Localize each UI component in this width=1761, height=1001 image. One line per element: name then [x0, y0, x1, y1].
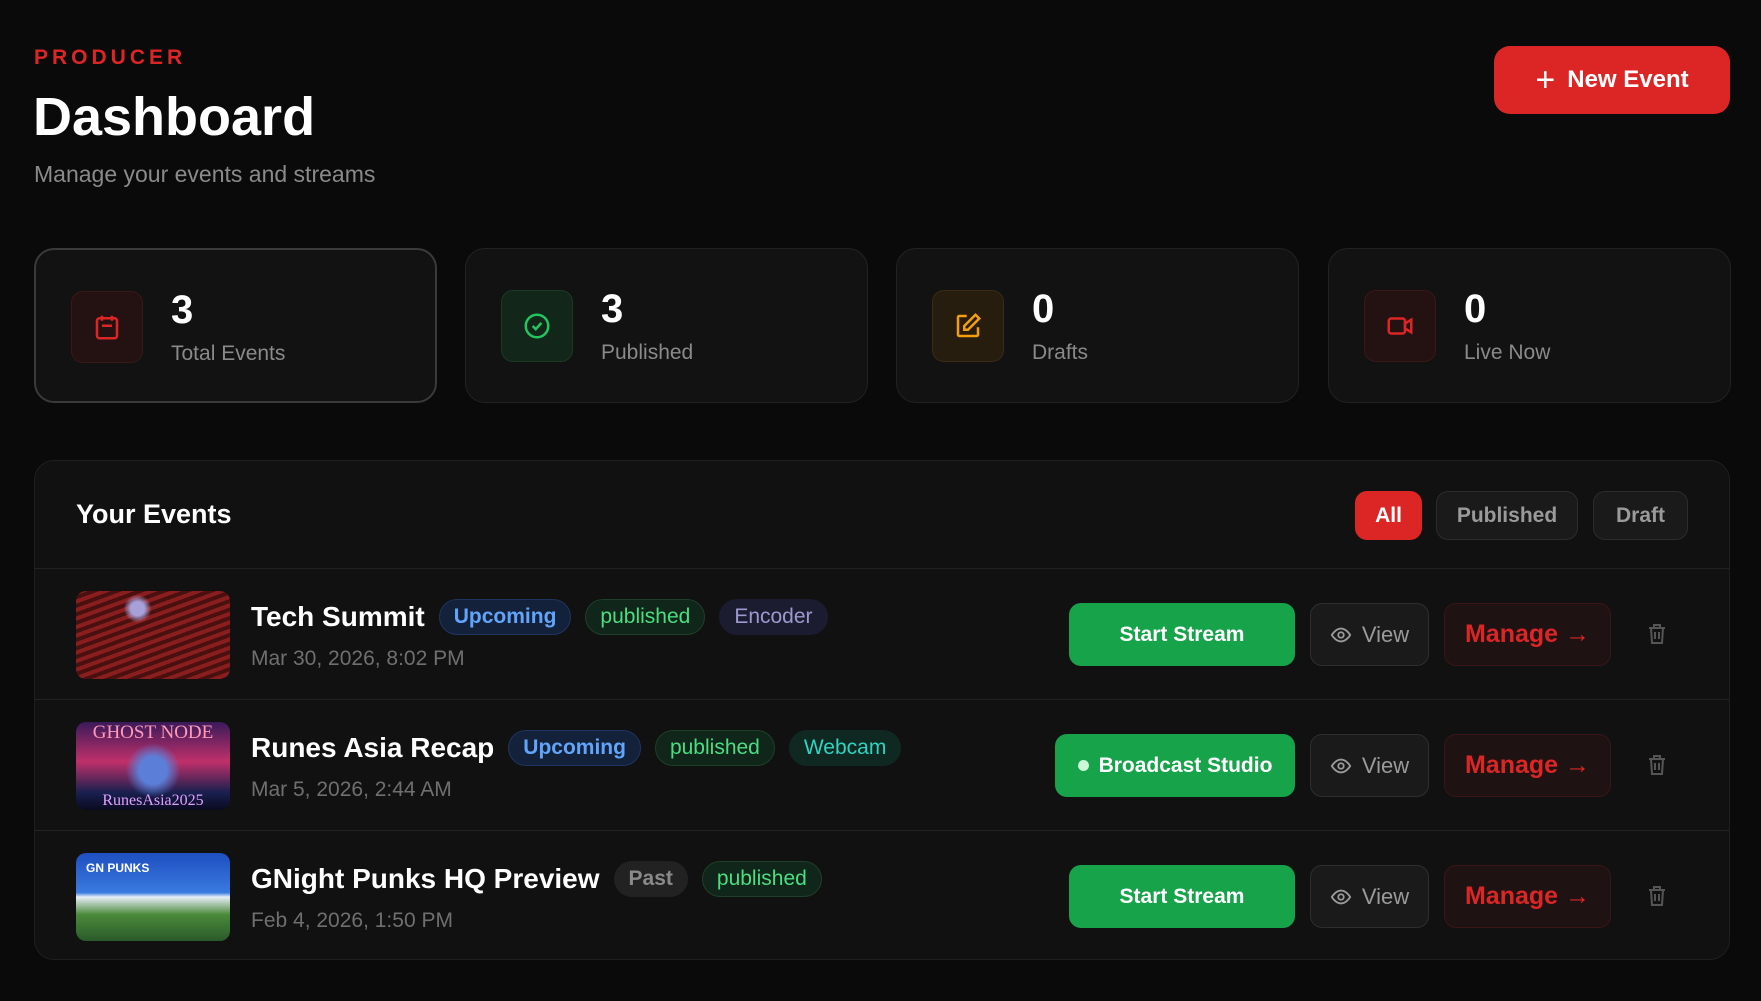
thumbnail-caption: GN PUNKS [86, 861, 150, 875]
edit-icon [932, 290, 1004, 362]
events-panel-title: Your Events [76, 499, 232, 529]
status-badge: published [654, 730, 775, 766]
event-thumbnail: GHOST NODE RunesAsia2025 [76, 722, 230, 810]
view-button[interactable]: View [1310, 603, 1429, 666]
timing-badge: Upcoming [508, 730, 641, 766]
broadcast-studio-label: Broadcast Studio [1098, 753, 1273, 777]
stat-card-total-events[interactable]: 3 Total Events [34, 248, 437, 403]
filter-draft[interactable]: Draft [1593, 491, 1688, 540]
trash-icon[interactable] [1645, 750, 1669, 780]
filter-all[interactable]: All [1355, 491, 1422, 540]
stat-value: 3 [601, 287, 624, 331]
eye-icon [1330, 758, 1352, 773]
manage-button[interactable]: Manage → [1444, 603, 1611, 666]
event-thumbnail: GN PUNKS [76, 853, 230, 941]
stat-label: Published [601, 341, 694, 364]
calendar-icon [71, 291, 143, 363]
stat-label: Drafts [1032, 341, 1089, 364]
stat-label: Total Events [171, 342, 286, 365]
plus-icon: + [1535, 61, 1556, 99]
events-panel: Your Events All Published Draft Tech Sum… [34, 460, 1730, 960]
stat-value: 0 [1032, 287, 1055, 331]
thumbnail-caption: RunesAsia2025 [102, 792, 204, 809]
view-button[interactable]: View [1310, 734, 1429, 797]
page-title: Dashboard [33, 87, 316, 147]
event-row: GHOST NODE RunesAsia2025 Runes Asia Reca… [35, 699, 1729, 830]
broadcast-studio-button[interactable]: Broadcast Studio [1055, 734, 1295, 797]
view-label: View [1361, 752, 1410, 778]
stat-card-drafts[interactable]: 0 Drafts [896, 248, 1299, 403]
stat-value: 3 [171, 288, 194, 332]
live-dot-icon [1077, 760, 1089, 771]
stat-card-published[interactable]: 3 Published [465, 248, 868, 403]
check-circle-icon [501, 290, 573, 362]
timing-badge: Past [613, 861, 688, 897]
page-subtitle: Manage your events and streams [34, 161, 376, 187]
source-badge: Webcam [788, 730, 902, 766]
eye-icon [1330, 889, 1352, 904]
event-date: Mar 5, 2026, 2:44 AM [251, 778, 452, 801]
filter-published[interactable]: Published [1436, 491, 1578, 540]
start-stream-button[interactable]: Start Stream [1069, 603, 1295, 666]
stat-card-live-now[interactable]: 0 Live Now [1328, 248, 1731, 403]
view-label: View [1361, 621, 1410, 647]
eye-icon [1330, 627, 1352, 642]
stat-label: Live Now [1464, 341, 1551, 364]
event-title[interactable]: GNight Punks HQ Preview [251, 863, 600, 894]
timing-badge: Upcoming [438, 599, 572, 635]
status-badge: published [701, 861, 822, 897]
thumbnail-caption: GHOST NODE [92, 722, 214, 743]
event-title[interactable]: Tech Summit [251, 601, 425, 632]
start-stream-button[interactable]: Start Stream [1069, 865, 1295, 928]
manage-button[interactable]: Manage → [1444, 865, 1611, 928]
view-button[interactable]: View [1310, 865, 1429, 928]
event-row: Tech Summit Upcoming published Encoder M… [35, 568, 1729, 699]
event-row: GN PUNKS GNight Punks HQ Preview Past pu… [35, 830, 1729, 959]
event-date: Feb 4, 2026, 1:50 PM [251, 909, 453, 932]
new-event-label: New Event [1567, 66, 1689, 93]
event-date: Mar 30, 2026, 8:02 PM [251, 647, 465, 670]
event-title[interactable]: Runes Asia Recap [251, 732, 495, 763]
status-badge: published [585, 599, 706, 635]
event-thumbnail [76, 591, 230, 679]
video-icon [1364, 290, 1436, 362]
stat-value: 0 [1464, 287, 1487, 331]
trash-icon[interactable] [1645, 619, 1669, 649]
trash-icon[interactable] [1645, 881, 1669, 911]
producer-eyebrow: PRODUCER [34, 46, 187, 69]
source-badge: Encoder [719, 599, 828, 635]
view-label: View [1361, 883, 1410, 909]
new-event-button[interactable]: + New Event [1494, 46, 1730, 114]
manage-button[interactable]: Manage → [1444, 734, 1611, 797]
